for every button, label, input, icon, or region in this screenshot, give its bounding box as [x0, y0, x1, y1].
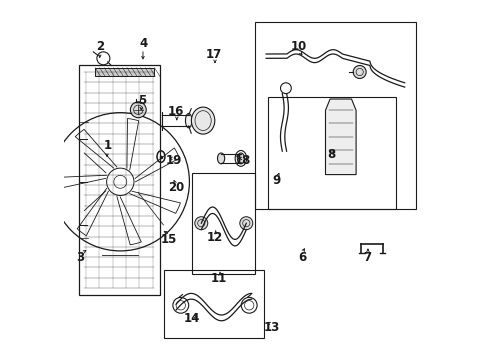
Circle shape: [239, 217, 252, 230]
Bar: [267, 97, 395, 209]
Text: 8: 8: [326, 148, 334, 161]
Ellipse shape: [185, 113, 192, 128]
Text: 10: 10: [290, 40, 306, 53]
Text: 5: 5: [138, 94, 146, 107]
Ellipse shape: [217, 153, 224, 164]
Text: 17: 17: [205, 48, 222, 60]
Text: 15: 15: [161, 233, 177, 246]
Polygon shape: [325, 99, 355, 175]
Ellipse shape: [237, 153, 244, 164]
Text: 18: 18: [234, 154, 250, 167]
Circle shape: [352, 66, 366, 78]
Text: 20: 20: [168, 181, 184, 194]
Text: 7: 7: [362, 251, 370, 264]
Bar: [192, 173, 255, 274]
Text: 14: 14: [184, 312, 200, 325]
Text: 6: 6: [297, 251, 305, 264]
Bar: [255, 22, 415, 209]
Text: 11: 11: [211, 273, 227, 285]
Bar: [163, 270, 264, 338]
Text: 13: 13: [263, 321, 279, 334]
Text: 1: 1: [103, 139, 112, 152]
Ellipse shape: [191, 107, 214, 134]
Text: 2: 2: [96, 40, 104, 53]
Text: 4: 4: [139, 37, 147, 50]
Circle shape: [130, 102, 146, 118]
Text: 9: 9: [272, 174, 281, 186]
Text: 19: 19: [166, 154, 182, 167]
Bar: [95, 68, 154, 76]
Bar: [79, 65, 160, 295]
Circle shape: [194, 217, 207, 230]
Text: 16: 16: [167, 105, 184, 118]
Text: 3: 3: [77, 251, 84, 264]
Text: 12: 12: [206, 231, 223, 244]
